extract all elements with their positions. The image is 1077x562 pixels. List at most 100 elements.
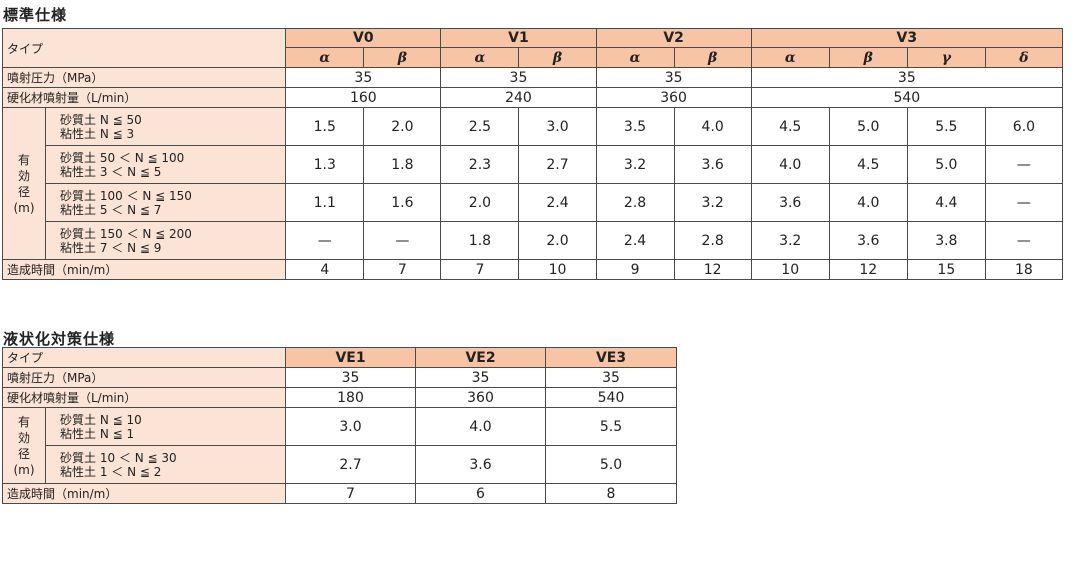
diameter-value: 1.6 <box>363 183 442 222</box>
time-value: 7 <box>285 483 417 504</box>
group-header-v0: V0 <box>285 28 442 48</box>
soil-condition: 砂質土 N ≦ 50 粘性土 N ≦ 3 <box>45 107 287 146</box>
diameter-value: 1.3 <box>285 145 365 184</box>
diameter-value: 5.0 <box>828 107 908 146</box>
diameter-value: 3.5 <box>595 107 675 146</box>
type-label: タイプ <box>1 28 287 68</box>
type-row: タイプ VE1 VE2 VE3 <box>1 347 678 368</box>
diameter-value: 3.6 <box>415 445 547 484</box>
diameter-row: 砂質土 50 ＜ N ≦ 100 粘性土 3 ＜ N ≦ 5 1.3 1.8 2.… <box>3 145 1064 184</box>
soil-condition: 砂質土 N ≦ 10 粘性土 N ≦ 1 <box>44 407 287 446</box>
diameter-value: 2.5 <box>440 107 520 146</box>
diameter-value: 5.0 <box>906 145 986 184</box>
effective-diameter-label: 有効径 (m) <box>1 107 47 260</box>
diameter-value: 3.2 <box>750 221 830 260</box>
diameter-value: — <box>984 145 1064 184</box>
time-value: 12 <box>673 259 752 280</box>
diameter-value: 1.5 <box>285 107 365 146</box>
group-header-v2: V2 <box>595 28 752 48</box>
time-value: 10 <box>750 259 830 280</box>
diameter-value: 2.4 <box>518 183 597 222</box>
diameter-value: — <box>285 221 365 260</box>
sub-header: β <box>363 47 442 68</box>
diameter-value: 3.6 <box>828 221 908 260</box>
soil-condition: 砂質土 150 ＜ N ≦ 200 粘性土 7 ＜ N ≦ 9 <box>45 221 287 260</box>
sub-header: α <box>750 47 830 68</box>
group-header-v3: V3 <box>750 28 1064 48</box>
diameter-value: 6.0 <box>984 107 1064 146</box>
diameter-value: 2.7 <box>518 145 597 184</box>
time-value: 18 <box>984 259 1064 280</box>
diameter-value: 3.8 <box>906 221 986 260</box>
diameter-value: 2.0 <box>363 107 442 146</box>
time-label: 造成時間（min/m） <box>1 259 287 280</box>
type-header-ve1: VE1 <box>285 347 417 368</box>
flow-row: 硬化材噴射量（L/min） 180 360 540 <box>1 387 678 408</box>
time-row: 造成時間（min/m） 7 6 8 <box>1 483 678 504</box>
pressure-label: 噴射圧力（MPa） <box>1 367 287 388</box>
diameter-value: — <box>363 221 442 260</box>
flow-label: 硬化材噴射量（L/min） <box>1 87 287 108</box>
diameter-value: — <box>984 221 1064 260</box>
soil-condition: 砂質土 100 ＜ N ≦ 150 粘性土 5 ＜ N ≦ 7 <box>45 183 287 222</box>
diameter-value: 3.2 <box>673 183 752 222</box>
diameter-row: 砂質土 100 ＜ N ≦ 150 粘性土 5 ＜ N ≦ 7 1.1 1.6 2… <box>3 183 1064 222</box>
sub-header: α <box>440 47 520 68</box>
time-value: 10 <box>518 259 597 280</box>
sub-header: β <box>828 47 908 68</box>
effective-diameter-label: 有効径 (m) <box>2 407 46 484</box>
diameter-value: 4.0 <box>673 107 752 146</box>
diameter-value: 2.0 <box>518 221 597 260</box>
time-row: 造成時間（min/m） 4 7 7 10 9 12 10 12 15 18 <box>1 259 1064 280</box>
pressure-row: 噴射圧力（MPa） 35 35 35 <box>1 367 678 388</box>
diameter-value: 4.4 <box>906 183 986 222</box>
group-header-v1: V1 <box>440 28 597 48</box>
pressure-value: 35 <box>595 67 752 88</box>
time-value: 7 <box>440 259 520 280</box>
time-value: 8 <box>545 483 678 504</box>
diameter-row: 砂質土 150 ＜ N ≦ 200 粘性土 7 ＜ N ≦ 9 — — 1.8 2… <box>3 221 1064 260</box>
soil-condition: 砂質土 10 ＜ N ≦ 30 粘性土 1 ＜ N ≦ 2 <box>44 445 287 484</box>
diameter-value: 4.5 <box>828 145 908 184</box>
flow-value: 360 <box>415 387 547 408</box>
flow-row: 硬化材噴射量（L/min） 160 240 360 540 <box>1 87 1064 108</box>
diameter-value: 3.0 <box>285 407 417 446</box>
diameter-value: 2.8 <box>595 183 675 222</box>
flow-value: 160 <box>285 87 442 108</box>
flow-value: 240 <box>440 87 597 108</box>
diameter-row: 砂質土 10 ＜ N ≦ 30 粘性土 1 ＜ N ≦ 2 2.7 3.6 5.0 <box>3 445 678 484</box>
liquefaction-spec-table: タイプ VE1 VE2 VE3 噴射圧力（MPa） 35 35 35 硬化材噴射… <box>1 347 678 504</box>
type-header-ve3: VE3 <box>545 347 678 368</box>
time-label: 造成時間（min/m） <box>1 483 287 504</box>
diameter-value: 1.8 <box>440 221 520 260</box>
diameter-value: 4.0 <box>828 183 908 222</box>
diameter-value: 3.6 <box>673 145 752 184</box>
type-header-ve2: VE2 <box>415 347 547 368</box>
flow-value: 540 <box>750 87 1064 108</box>
diameter-value: 5.0 <box>545 445 678 484</box>
pressure-row: 噴射圧力（MPa） 35 35 35 35 <box>1 67 1064 88</box>
diameter-row: 有効径 (m) 砂質土 N ≦ 50 粘性土 N ≦ 3 1.5 2.0 2.5 3… <box>1 107 1064 260</box>
diameter-value: 2.3 <box>440 145 520 184</box>
flow-value: 540 <box>545 387 678 408</box>
pressure-value: 35 <box>440 67 597 88</box>
soil-condition: 砂質土 50 ＜ N ≦ 100 粘性土 3 ＜ N ≦ 5 <box>45 145 287 184</box>
sub-header: α <box>285 47 365 68</box>
time-value: 15 <box>906 259 986 280</box>
flow-label: 硬化材噴射量（L/min） <box>1 387 287 408</box>
sub-header: β <box>518 47 597 68</box>
sub-header: α <box>595 47 675 68</box>
liquefaction-spec-title: 液状化対策仕様 <box>3 330 116 348</box>
diameter-value: 2.7 <box>285 445 417 484</box>
diameter-value: 4.5 <box>750 107 830 146</box>
time-value: 6 <box>415 483 547 504</box>
flow-value: 180 <box>285 387 417 408</box>
time-value: 4 <box>285 259 365 280</box>
sub-header: β <box>673 47 752 68</box>
diameter-value: 3.0 <box>518 107 597 146</box>
pressure-value: 35 <box>415 367 547 388</box>
diameter-value: 2.8 <box>673 221 752 260</box>
diameter-row: 有効径 (m) 砂質土 N ≦ 10 粘性土 N ≦ 1 3.0 4.0 5.5 <box>2 407 678 484</box>
sub-header: δ <box>984 47 1064 68</box>
standard-spec-title: 標準仕様 <box>3 6 68 24</box>
